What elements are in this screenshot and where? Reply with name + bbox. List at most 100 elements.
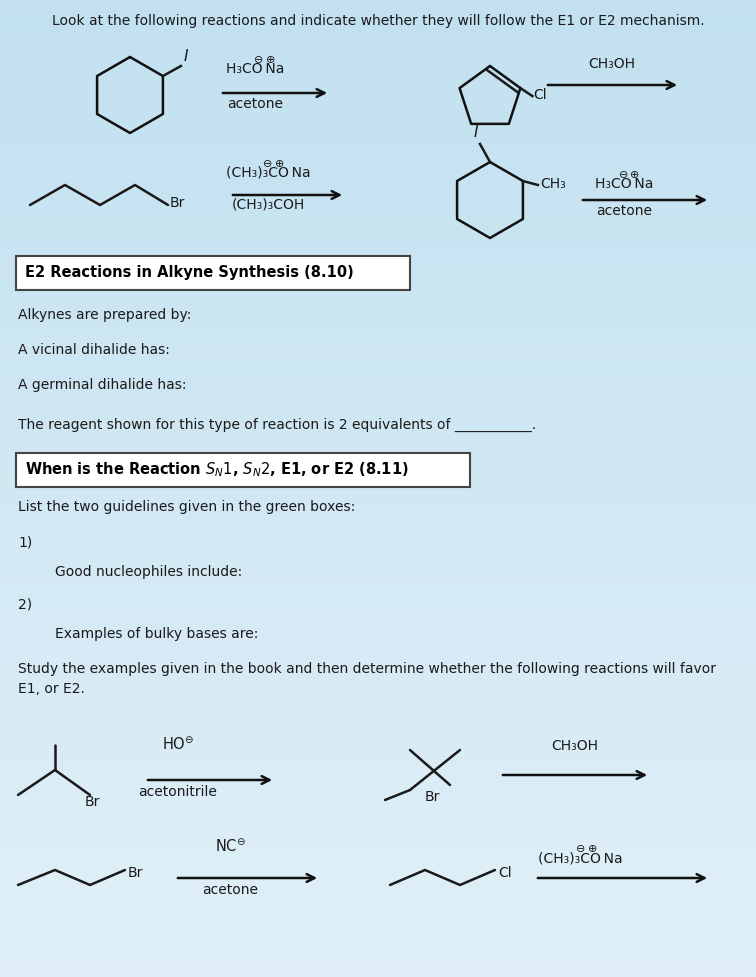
Text: Alkynes are prepared by:: Alkynes are prepared by:: [18, 308, 191, 322]
Text: $⊕$: $⊕$: [265, 54, 275, 65]
Text: Br: Br: [425, 790, 441, 804]
Text: Cl: Cl: [498, 866, 512, 880]
Bar: [0, 782, 756, 798]
Bar: [0, 310, 756, 325]
Text: Cl: Cl: [534, 88, 547, 103]
Bar: [0, 244, 756, 261]
Bar: [0, 359, 756, 374]
Bar: [0, 17, 756, 32]
Text: H₃CO Na: H₃CO Na: [595, 177, 653, 191]
Bar: [0, 293, 756, 310]
Text: HO$^{⊖}$: HO$^{⊖}$: [162, 736, 194, 753]
Bar: [0, 440, 756, 456]
Text: 2): 2): [18, 597, 32, 611]
Bar: [0, 798, 756, 814]
Text: Study the examples given in the book and then determine whether the following re: Study the examples given in the book and…: [18, 662, 716, 676]
Text: (CH₃)₃CO Na: (CH₃)₃CO Na: [226, 166, 310, 180]
Bar: [0, 163, 756, 179]
Text: I: I: [184, 49, 188, 64]
Text: 1): 1): [18, 535, 33, 549]
Text: I: I: [473, 125, 478, 140]
Bar: [0, 554, 756, 570]
Text: acetone: acetone: [202, 883, 258, 897]
Bar: [0, 147, 756, 163]
Bar: [0, 114, 756, 130]
Bar: [0, 32, 756, 49]
Text: Br: Br: [170, 196, 185, 210]
Text: A vicinal dihalide has:: A vicinal dihalide has:: [18, 343, 170, 357]
Bar: [0, 0, 756, 17]
Text: The reagent shown for this type of reaction is 2 equivalents of ___________.: The reagent shown for this type of react…: [18, 418, 536, 432]
Bar: [0, 652, 756, 667]
Text: $⊕$: $⊕$: [274, 158, 284, 169]
Bar: [0, 276, 756, 293]
Text: $⊕$: $⊕$: [629, 169, 640, 180]
Bar: [0, 472, 756, 488]
Text: A germinal dihalide has:: A germinal dihalide has:: [18, 378, 187, 392]
Text: Good nucleophiles include:: Good nucleophiles include:: [55, 565, 242, 579]
Bar: [0, 98, 756, 114]
Text: CH₃: CH₃: [540, 177, 565, 191]
Bar: [0, 49, 756, 65]
Bar: [0, 830, 756, 847]
FancyBboxPatch shape: [16, 256, 410, 290]
Bar: [0, 945, 756, 960]
Bar: [0, 586, 756, 603]
Bar: [0, 701, 756, 716]
Text: $⊖$: $⊖$: [262, 158, 272, 169]
Text: $⊖$: $⊖$: [575, 843, 585, 854]
Text: Look at the following reactions and indicate whether they will follow the E1 or : Look at the following reactions and indi…: [51, 14, 705, 28]
Bar: [0, 618, 756, 635]
Bar: [0, 716, 756, 733]
Bar: [0, 863, 756, 879]
Bar: [0, 733, 756, 749]
Bar: [0, 537, 756, 554]
Bar: [0, 896, 756, 912]
Bar: [0, 879, 756, 896]
Text: $⊕$: $⊕$: [587, 843, 597, 854]
Bar: [0, 65, 756, 81]
Bar: [0, 765, 756, 782]
Text: CH₃OH: CH₃OH: [551, 739, 599, 753]
Text: Br: Br: [128, 866, 144, 880]
Bar: [0, 684, 756, 701]
Bar: [0, 407, 756, 423]
Text: $⊖$: $⊖$: [618, 169, 628, 180]
Bar: [0, 81, 756, 98]
Bar: [0, 342, 756, 359]
Bar: [0, 212, 756, 228]
Text: acetone: acetone: [227, 97, 283, 111]
Text: When is the Reaction $S_N1$, $S_N2$, E1, or E2 (8.11): When is the Reaction $S_N1$, $S_N2$, E1,…: [25, 460, 409, 480]
Bar: [0, 814, 756, 830]
Text: acetone: acetone: [596, 204, 652, 218]
Bar: [0, 423, 756, 440]
Bar: [0, 521, 756, 537]
Bar: [0, 667, 756, 684]
Bar: [0, 456, 756, 472]
Text: E2 Reactions in Alkyne Synthesis (8.10): E2 Reactions in Alkyne Synthesis (8.10): [25, 266, 354, 280]
Text: (CH₃)₃COH: (CH₃)₃COH: [231, 198, 305, 212]
Bar: [0, 261, 756, 276]
Bar: [0, 391, 756, 407]
Bar: [0, 130, 756, 147]
Bar: [0, 488, 756, 505]
Bar: [0, 635, 756, 652]
Bar: [0, 325, 756, 342]
Bar: [0, 374, 756, 391]
Bar: [0, 179, 756, 195]
Bar: [0, 749, 756, 765]
Bar: [0, 228, 756, 244]
Bar: [0, 505, 756, 521]
Text: List the two guidelines given in the green boxes:: List the two guidelines given in the gre…: [18, 500, 355, 514]
Bar: [0, 847, 756, 863]
Text: Examples of bulky bases are:: Examples of bulky bases are:: [55, 627, 259, 641]
Text: Br: Br: [85, 795, 101, 809]
Text: acetonitrile: acetonitrile: [138, 785, 218, 799]
FancyBboxPatch shape: [16, 453, 470, 487]
Bar: [0, 960, 756, 977]
Text: H₃CO Na: H₃CO Na: [226, 62, 284, 76]
Bar: [0, 912, 756, 928]
Bar: [0, 928, 756, 945]
Bar: [0, 570, 756, 586]
Text: E1, or E2.: E1, or E2.: [18, 682, 85, 696]
